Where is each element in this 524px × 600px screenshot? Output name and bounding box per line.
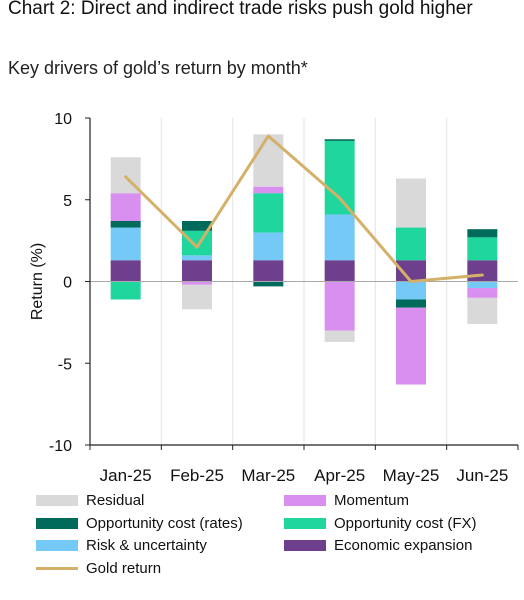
legend-label-opp-fx: Opportunity cost (FX) <box>334 514 477 532</box>
bar-risk-Jun-25 <box>467 281 498 289</box>
bar-opp_fx-Jun-25 <box>467 237 498 261</box>
y-tick-label: 0 <box>63 275 72 292</box>
bar-economic-Jun-25 <box>467 260 498 282</box>
bar-opp_rates-Apr-25 <box>324 139 355 141</box>
bar-risk-Jan-25 <box>110 227 141 261</box>
bar-risk-May-25 <box>396 281 426 300</box>
x-tick-label: Mar-25 <box>241 466 295 485</box>
bar-risk-Apr-25 <box>324 214 355 261</box>
legend-item-risk: Risk & uncertainty <box>36 535 207 555</box>
chart-subtitle: Key drivers of gold’s return by month* <box>8 58 308 78</box>
bar-residual-Jun-25 <box>467 297 498 325</box>
bar-opp_fx-Feb-25 <box>182 230 212 256</box>
bar-opp_fx-May-25 <box>396 227 426 261</box>
bar-momentum-Mar-25 <box>253 186 284 194</box>
y-tick-label: -5 <box>58 356 72 373</box>
legend-item-opp-fx: Opportunity cost (FX) <box>284 513 477 533</box>
bar-economic-Jan-25 <box>110 260 141 282</box>
x-tick-label: Apr-25 <box>314 466 365 485</box>
bar-opp_rates-Mar-25 <box>253 281 284 287</box>
bar-opp_fx-Apr-25 <box>324 140 355 215</box>
legend-label-residual: Residual <box>86 491 145 509</box>
bar-momentum-Jun-25 <box>467 288 498 298</box>
bar-economic-Mar-25 <box>253 260 284 282</box>
bar-opp_fx-Jan-25 <box>110 281 141 300</box>
legend-swatch-opp-rates <box>36 517 78 529</box>
legend-swatch-opp-fx <box>284 517 326 529</box>
legend-item-momentum: Momentum <box>284 490 409 510</box>
bar-momentum-Feb-25 <box>182 281 212 285</box>
bar-momentum-Apr-25 <box>324 281 355 331</box>
bar-opp_rates-Jun-25 <box>467 229 498 238</box>
legend-label-economic: Economic expansion <box>334 536 473 554</box>
bar-residual-May-25 <box>396 178 426 228</box>
x-tick-label: Feb-25 <box>170 466 224 485</box>
y-tick-label: 5 <box>63 193 72 210</box>
legend-label-opp-rates: Opportunity cost (rates) <box>86 514 243 532</box>
y-axis-title: Return (%) <box>29 243 46 320</box>
legend-label-risk: Risk & uncertainty <box>86 536 207 554</box>
bar-economic-Feb-25 <box>182 260 212 282</box>
legend-swatch-economic <box>284 539 326 551</box>
y-tick-label: -10 <box>49 438 72 455</box>
bar-opp_fx-Mar-25 <box>253 193 284 233</box>
legend-item-residual: Residual <box>36 490 144 510</box>
x-tick-label: Jun-25 <box>456 466 508 485</box>
bar-residual-Feb-25 <box>182 284 212 310</box>
chart-title: Chart 2: Direct and indirect trade risks… <box>8 0 473 19</box>
bar-residual-Mar-25 <box>253 134 284 187</box>
y-tick-label: 10 <box>54 111 72 128</box>
x-tick-label: Jan-25 <box>100 466 152 485</box>
gold-return-line <box>124 134 484 283</box>
bar-economic-Apr-25 <box>324 260 355 282</box>
legend-swatch-gold <box>36 566 78 570</box>
bar-opp_rates-Feb-25 <box>182 221 212 231</box>
bar-opp_rates-Jan-25 <box>110 221 141 228</box>
legend-item-gold: Gold return <box>36 558 161 578</box>
bar-risk-Feb-25 <box>182 255 212 261</box>
bar-momentum-Jan-25 <box>110 193 141 222</box>
chart-area: 10 5 0 -5 -10 Jan-25 Feb-25 Mar-25 Apr-25 May-25 J… <box>29 111 519 485</box>
legend-swatch-risk <box>36 539 78 551</box>
legend-item-opp-rates: Opportunity cost (rates) <box>36 513 243 533</box>
bar-momentum-May-25 <box>396 307 426 385</box>
legend-swatch-momentum <box>284 494 326 506</box>
legend-swatch-residual <box>36 494 78 506</box>
bar-risk-Mar-25 <box>253 232 284 261</box>
legend-item-economic: Economic expansion <box>284 535 472 555</box>
bar-residual-Apr-25 <box>324 330 355 342</box>
bar-economic-May-25 <box>396 260 426 282</box>
bar-opp_rates-May-25 <box>396 299 426 308</box>
legend-label-gold: Gold return <box>86 559 162 577</box>
x-tick-label: May-25 <box>383 466 440 485</box>
legend-label-momentum: Momentum <box>334 491 410 509</box>
